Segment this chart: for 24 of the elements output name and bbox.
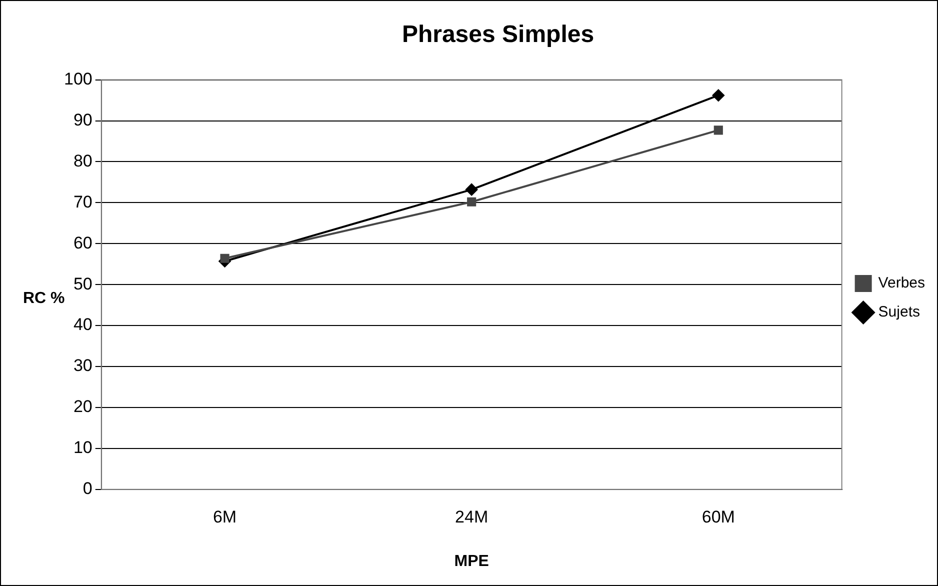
- y-tick-label: 60: [73, 233, 92, 252]
- chart-title: Phrases Simples: [402, 21, 594, 48]
- y-tick-label: 70: [73, 192, 92, 212]
- y-tick-label: 80: [73, 151, 92, 170]
- y-axis-title: RC %: [23, 290, 65, 308]
- y-tick-label: 100: [64, 69, 92, 88]
- x-tick-label: 60M: [702, 507, 735, 526]
- y-tick-label: 20: [73, 397, 92, 416]
- y-tick-label: 50: [73, 274, 92, 294]
- point: [467, 197, 476, 206]
- y-tick-label: 30: [73, 356, 92, 376]
- y-tick-label: 40: [73, 315, 92, 334]
- point: [466, 184, 478, 196]
- legend-label: Verbes: [878, 274, 926, 292]
- y-tick-label: 0: [82, 479, 92, 498]
- y-tick-label: 90: [73, 110, 92, 130]
- legend-label: Sujets: [878, 304, 920, 321]
- y-tick-label: 10: [73, 438, 92, 458]
- x-tick-label: 24M: [455, 507, 488, 526]
- x-axis-title: MPE: [454, 552, 490, 570]
- point: [220, 254, 230, 263]
- point: [714, 126, 723, 135]
- x-tick-label: 6M: [212, 507, 237, 526]
- point: [712, 89, 724, 102]
